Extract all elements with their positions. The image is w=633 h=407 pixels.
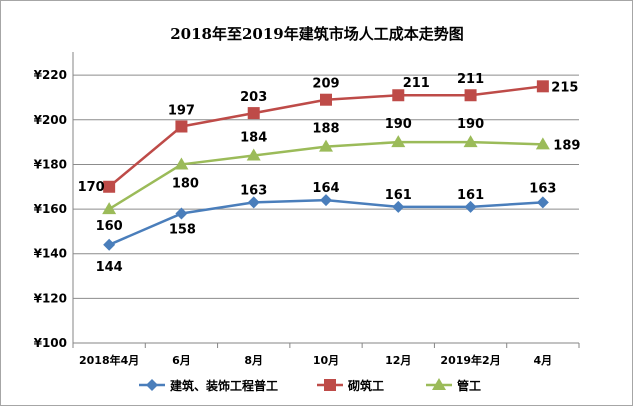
data-point-marker [247, 107, 260, 120]
data-label: 188 [312, 122, 339, 137]
data-label: 203 [240, 90, 267, 105]
data-label: 209 [312, 77, 339, 92]
data-point-marker [536, 80, 549, 93]
data-label: 215 [551, 80, 578, 95]
data-labels: 144 158 163 164 161 161 163 170 197 203 209 211 211 2… [78, 72, 581, 275]
data-point-marker [103, 238, 116, 251]
y-tick-label: ¥100 [34, 336, 67, 350]
y-axis-ticks: ¥100 ¥120 ¥140 ¥160 ¥180 ¥200 ¥220 [34, 68, 67, 350]
data-point-marker [536, 196, 549, 209]
data-point-marker [320, 194, 332, 207]
data-point-marker [102, 202, 117, 215]
data-label: 211 [457, 72, 484, 87]
data-label: 161 [385, 188, 412, 203]
data-label: 158 [169, 223, 196, 238]
x-tick-label: 2019年2月 [440, 353, 500, 367]
y-tick-label: ¥140 [34, 247, 67, 261]
data-point-marker [146, 379, 158, 391]
data-label: 160 [96, 219, 123, 234]
data-label: 197 [168, 103, 195, 118]
data-label: 180 [172, 176, 199, 191]
data-point-marker [392, 89, 405, 102]
y-tick-label: ¥160 [34, 202, 67, 216]
data-point-marker [432, 378, 446, 390]
data-point-marker [464, 200, 477, 213]
x-tick-label: 10月 [313, 354, 339, 367]
data-label: 170 [78, 180, 105, 195]
data-label: 161 [457, 188, 484, 203]
legend-label: 管工 [457, 378, 481, 393]
series-markers [102, 80, 550, 251]
data-label: 211 [403, 76, 430, 91]
x-tick-label: 8月 [244, 354, 263, 367]
y-tick-label: ¥120 [34, 291, 67, 305]
data-point-marker [174, 157, 189, 170]
x-tick-label: 12月 [385, 354, 411, 367]
data-label: 144 [96, 260, 123, 275]
data-point-marker [175, 120, 188, 133]
data-point-marker [464, 89, 477, 102]
data-point-marker [535, 137, 550, 150]
y-tick-label: ¥200 [34, 113, 67, 127]
x-tick-label: 4月 [534, 354, 553, 367]
data-point-marker [463, 135, 478, 148]
data-label: 163 [529, 181, 556, 196]
data-point-marker [320, 93, 332, 106]
chart-title: 2018年至2019年建筑市场人工成本走势图 [170, 25, 464, 43]
data-point-marker [324, 379, 336, 391]
legend-label: 建筑、装饰工程普工 [169, 378, 278, 393]
data-label: 164 [312, 181, 339, 196]
data-point-marker [392, 200, 405, 213]
data-point-marker [175, 207, 188, 220]
data-point-marker [246, 148, 261, 161]
data-label: 190 [457, 117, 484, 132]
grid [72, 52, 580, 348]
data-point-marker [247, 196, 260, 209]
legend-label: 砌筑工 [347, 378, 384, 393]
data-label: 163 [240, 183, 267, 198]
x-tick-label: 2018年4月 [79, 353, 139, 367]
data-point-marker [103, 180, 116, 193]
y-tick-label: ¥220 [34, 68, 67, 82]
data-point-marker [391, 135, 406, 148]
data-label: 189 [553, 138, 580, 153]
data-label: 184 [240, 131, 267, 146]
y-tick-label: ¥180 [34, 157, 67, 171]
x-axis-ticks: 2018年4月 6月 8月 10月 12月 2019年2月 4月 [79, 353, 552, 367]
data-label: 190 [385, 117, 412, 132]
legend: 建筑、装饰工程普工 砌筑工 管工 [139, 378, 481, 393]
data-point-marker [319, 139, 333, 152]
x-tick-label: 6月 [172, 354, 191, 367]
